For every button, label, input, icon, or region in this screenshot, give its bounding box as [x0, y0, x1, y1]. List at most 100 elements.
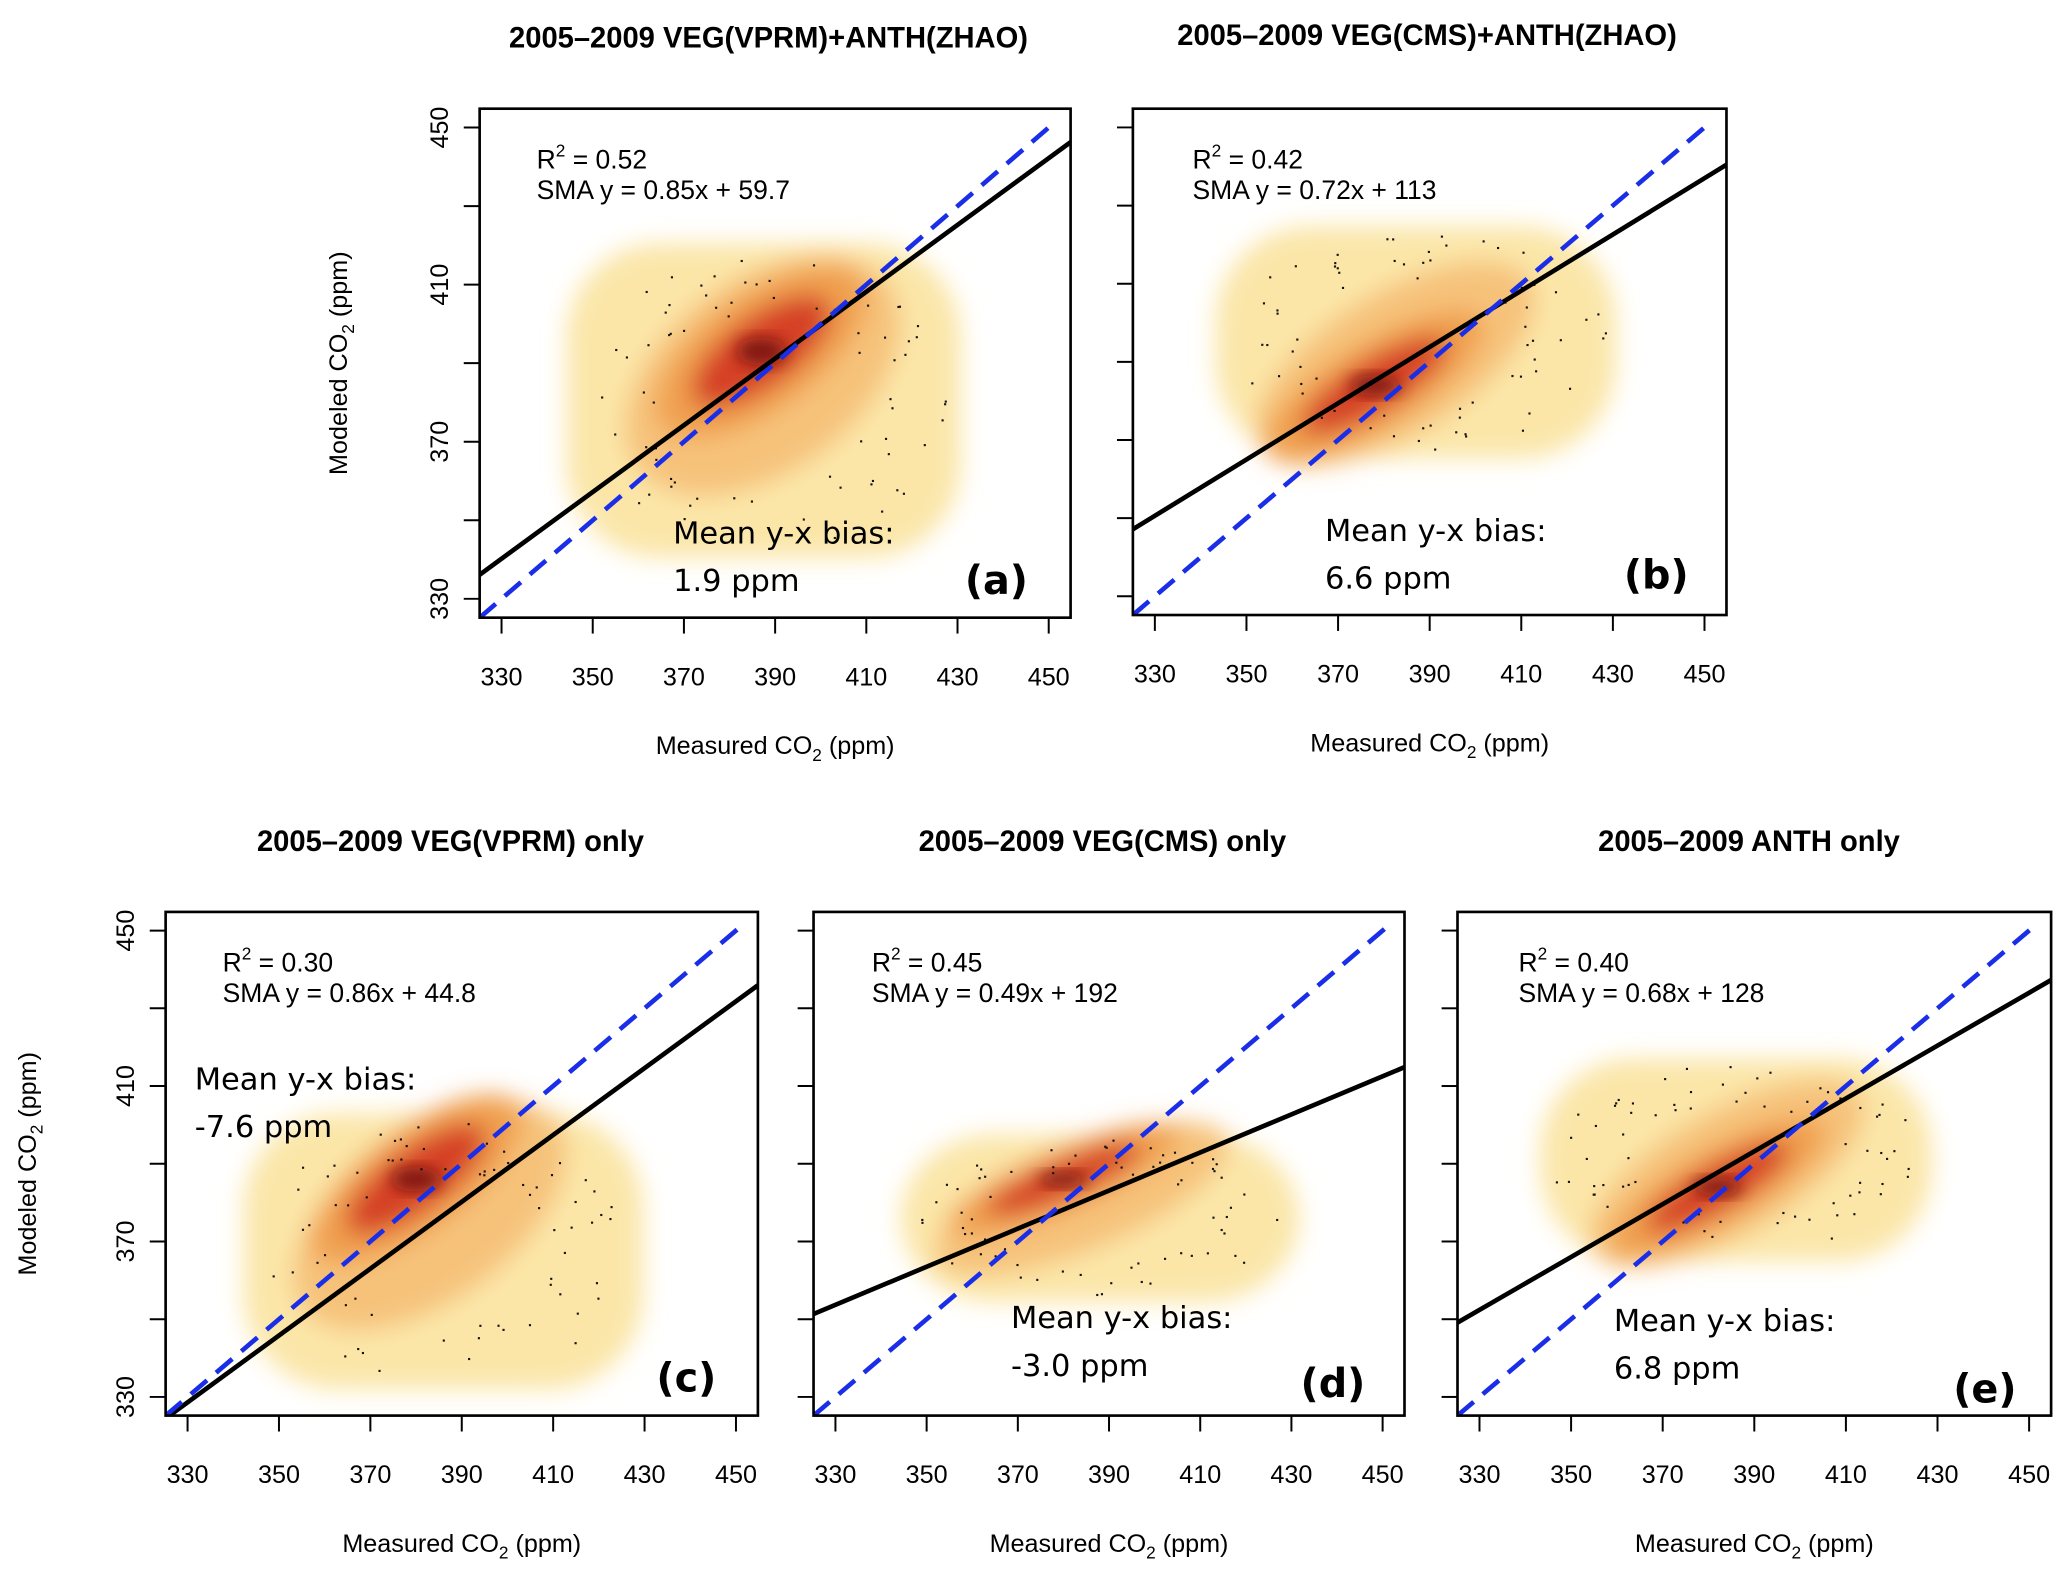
data-point — [563, 1251, 566, 1255]
data-point — [1763, 1105, 1766, 1108]
density-peak — [736, 337, 787, 366]
data-point — [1338, 271, 1341, 274]
r2-value: = 0.40 — [1547, 948, 1629, 978]
data-point — [1471, 401, 1474, 404]
data-point — [420, 1168, 423, 1171]
data-point — [1525, 306, 1528, 309]
data-point — [642, 391, 645, 394]
x-tick-label: 330 — [1458, 1461, 1500, 1489]
data-point — [1052, 1166, 1055, 1169]
density-cloud — [243, 1094, 644, 1390]
sma-equation-annotation: SMA y = 0.72x + 113 — [1193, 175, 1437, 205]
data-point — [393, 1139, 397, 1142]
data-point — [1769, 1071, 1772, 1074]
r2-value: = 0.52 — [565, 144, 647, 174]
data-point — [1243, 1193, 1246, 1196]
data-point — [1859, 1106, 1862, 1110]
r-squared-annotation: R2 = 0.40 — [1518, 944, 1628, 978]
data-point — [422, 1147, 425, 1151]
data-point — [670, 477, 673, 481]
data-point — [1291, 350, 1294, 353]
panel-label: (c) — [656, 1356, 716, 1402]
panel-e: 330 350 370 390 410 430 450 2005–2009 ANTH only… — [1441, 826, 2053, 1563]
data-point — [522, 1183, 525, 1187]
data-point — [1904, 1119, 1907, 1122]
data-point — [576, 1312, 579, 1315]
data-point — [1876, 1115, 1879, 1118]
data-point — [898, 305, 902, 308]
data-point — [1130, 1266, 1133, 1269]
x-tick-label: 410 — [532, 1461, 574, 1489]
panel-title: 2005–2009 VEG(VPRM)+ANTH(ZHAO) — [509, 23, 1028, 55]
x-axis-label-unit: (ppm) — [822, 732, 895, 760]
data-point — [1721, 1083, 1724, 1086]
data-point — [625, 356, 628, 359]
data-point — [1336, 267, 1339, 270]
data-point — [601, 396, 604, 399]
x-axis-label-sub: 2 — [1146, 1543, 1156, 1563]
r2-label: R — [872, 948, 891, 978]
data-point — [323, 1254, 327, 1257]
data-point — [921, 1221, 924, 1224]
data-point — [1533, 358, 1536, 361]
x-axis-label-unit: (ppm) — [1156, 1530, 1229, 1558]
data-point — [570, 1226, 573, 1229]
data-point — [559, 1293, 562, 1296]
data-point — [951, 1262, 954, 1265]
data-point — [1211, 1167, 1215, 1171]
one-to-one-line — [165, 922, 745, 1416]
data-point — [1162, 1154, 1165, 1157]
data-point — [960, 1211, 963, 1214]
data-point — [1593, 1193, 1596, 1196]
x-tick-label: 350 — [572, 663, 614, 691]
data-point — [670, 485, 673, 488]
sma-equation-annotation: SMA y = 0.85x + 59.7 — [537, 175, 790, 205]
data-point — [1907, 1167, 1910, 1171]
data-point — [696, 497, 699, 500]
data-point — [591, 1221, 594, 1224]
data-point — [1859, 1181, 1862, 1184]
data-point — [1220, 1176, 1223, 1179]
data-point — [609, 1217, 612, 1221]
x-tick-label: 390 — [1409, 661, 1451, 689]
data-point — [308, 1224, 311, 1227]
one-to-one-line — [813, 922, 1391, 1416]
one-to-one-line — [1132, 119, 1713, 616]
data-point — [1061, 1270, 1064, 1273]
density-blobs — [1215, 226, 1617, 467]
y-tick-label: 330 — [426, 578, 454, 620]
x-axis-label-unit: (ppm) — [508, 1530, 581, 1558]
data-point — [1131, 1173, 1135, 1176]
data-point — [584, 1179, 587, 1182]
data-point — [664, 311, 667, 314]
data-point — [1806, 1100, 1809, 1103]
data-point — [889, 398, 892, 401]
x-tick-label: 390 — [441, 1461, 483, 1489]
data-point — [614, 433, 617, 436]
bias-label: Mean y-x bias: — [1011, 1301, 1232, 1336]
y-axis-label-main: Modeled CO — [14, 1134, 42, 1275]
y-tick-label: 330 — [112, 1376, 140, 1418]
r2-value: = 0.42 — [1221, 144, 1303, 174]
x-tick-label: 330 — [814, 1461, 856, 1489]
lines — [1132, 119, 1727, 616]
data-point — [1429, 424, 1432, 427]
data-point — [1180, 1179, 1183, 1182]
data-point — [1526, 343, 1529, 347]
data-point — [1881, 1182, 1884, 1186]
y-axis-label-sub: 2 — [338, 324, 358, 334]
x-tick-label: 450 — [1684, 661, 1726, 689]
data-point — [668, 304, 671, 307]
y-axis-label-main: Modeled CO — [325, 334, 353, 475]
data-point — [1881, 1103, 1884, 1106]
data-point — [907, 340, 910, 343]
data-point — [638, 502, 641, 505]
data-point — [1445, 244, 1448, 247]
data-point — [485, 1142, 488, 1145]
panel-title: 2005–2009 VEG(CMS)+ANTH(ZHAO) — [1177, 20, 1676, 52]
data-point — [344, 1355, 347, 1358]
panel-title: 2005–2009 ANTH only — [1598, 826, 1901, 858]
data-point — [1531, 339, 1535, 342]
data-point — [904, 353, 907, 356]
x-tick-label: 390 — [1733, 1461, 1775, 1489]
